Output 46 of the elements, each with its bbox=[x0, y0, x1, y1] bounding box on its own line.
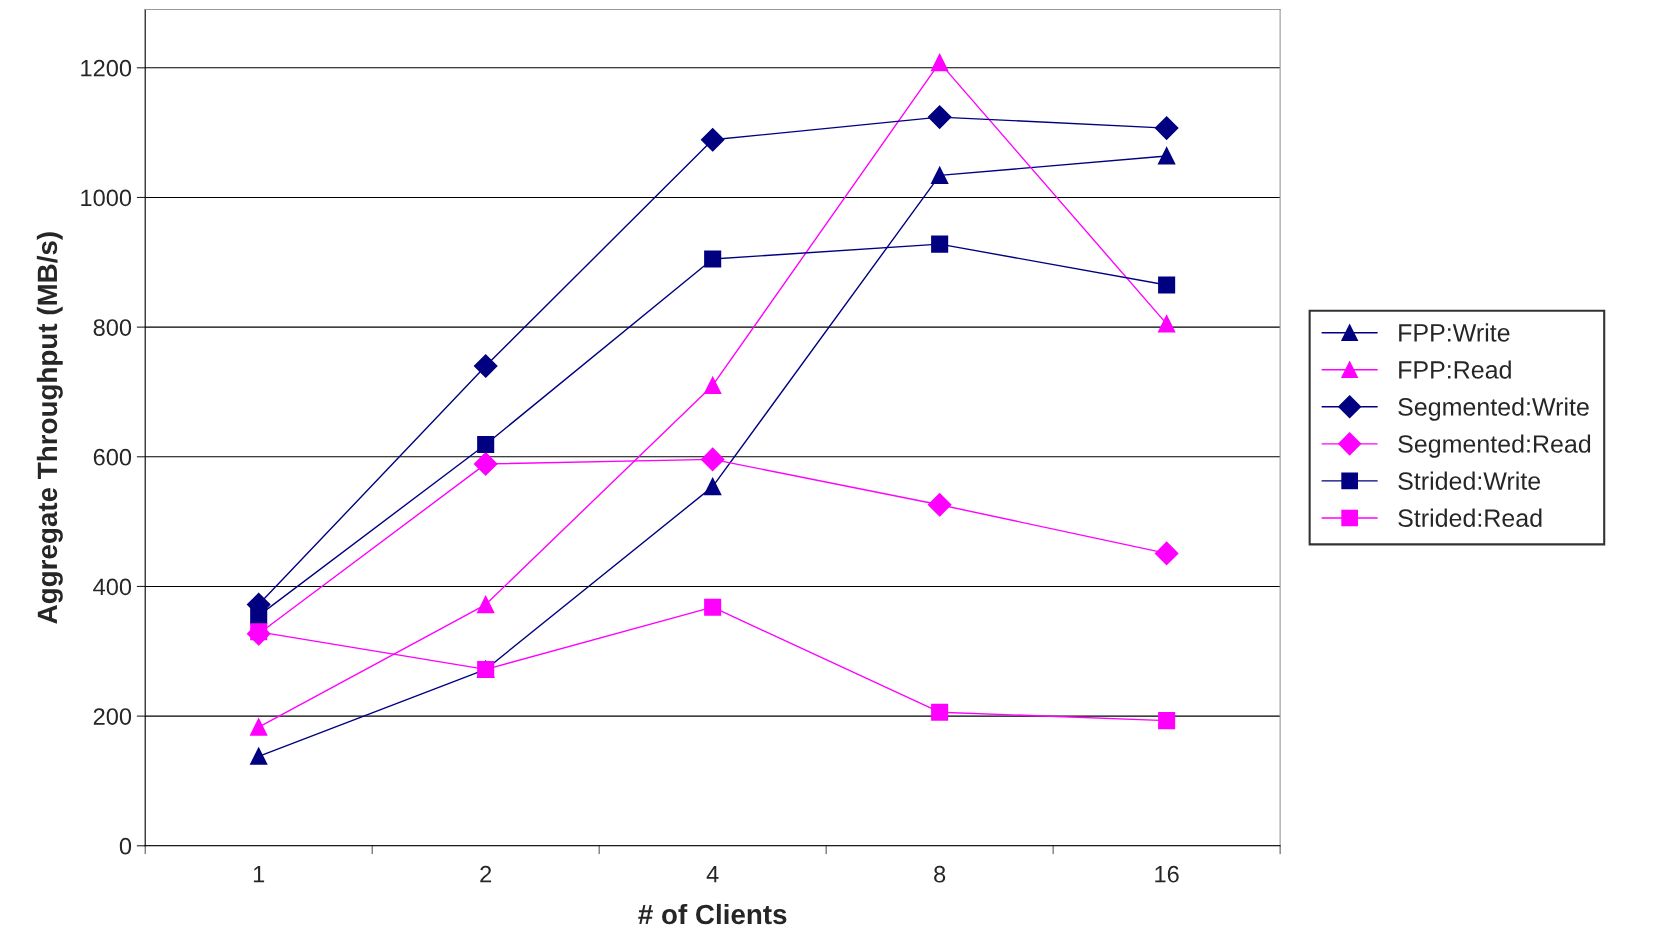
point bbox=[250, 607, 268, 625]
y-axis-title: Aggregate Throughput (MB/s) bbox=[36, 232, 63, 624]
point bbox=[931, 54, 949, 72]
point bbox=[473, 452, 498, 476]
point bbox=[1158, 276, 1176, 294]
y-tick-label: 600 bbox=[93, 448, 132, 466]
legend-label: FPP:Read bbox=[1399, 360, 1511, 379]
point bbox=[250, 718, 268, 736]
point bbox=[1158, 315, 1176, 333]
x-tick-label: 16 bbox=[1155, 865, 1179, 883]
legend-label: FPP:Write bbox=[1399, 323, 1510, 342]
point bbox=[704, 376, 722, 395]
y-tick-label: 1200 bbox=[81, 59, 132, 77]
legend-label: Strided:Write bbox=[1398, 471, 1541, 490]
point bbox=[1154, 116, 1179, 140]
point bbox=[704, 598, 722, 616]
point bbox=[704, 250, 722, 268]
y-tick-label: 0 bbox=[119, 837, 132, 855]
point bbox=[477, 435, 495, 454]
point bbox=[931, 703, 949, 721]
point bbox=[931, 235, 949, 253]
x-tick-label: 8 bbox=[934, 865, 946, 883]
point bbox=[931, 166, 949, 184]
point bbox=[250, 747, 268, 765]
point bbox=[704, 478, 722, 496]
y-tick-label: 1000 bbox=[81, 189, 132, 207]
x-tick-label: 2 bbox=[480, 865, 492, 883]
point bbox=[700, 447, 725, 472]
x-tick-label: 1 bbox=[253, 866, 265, 883]
point bbox=[1158, 712, 1176, 730]
x-axis-title: # of Clients bbox=[638, 903, 787, 925]
point bbox=[473, 354, 498, 378]
y-tick-label: 200 bbox=[93, 708, 132, 725]
point bbox=[927, 105, 952, 129]
x-tick-label: 4 bbox=[706, 866, 719, 883]
point bbox=[927, 493, 952, 517]
point bbox=[700, 128, 725, 152]
point bbox=[250, 623, 268, 641]
point bbox=[1154, 541, 1179, 566]
point bbox=[1158, 147, 1176, 165]
y-tick-label: 400 bbox=[93, 578, 132, 596]
legend-label: Segmented:Write bbox=[1398, 397, 1589, 421]
point bbox=[477, 596, 495, 614]
y-tick-label: 800 bbox=[93, 319, 132, 336]
legend-label: Strided:Read bbox=[1398, 508, 1542, 527]
legend-label: Segmented:Read bbox=[1398, 434, 1591, 458]
